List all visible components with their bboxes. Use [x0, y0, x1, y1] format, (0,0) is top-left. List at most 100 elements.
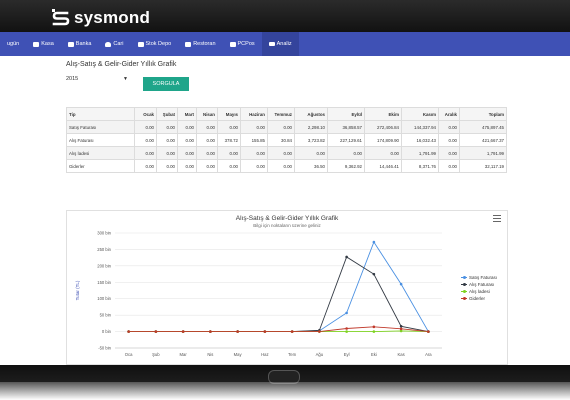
x-tick-label: Eki	[371, 352, 377, 357]
table-cell: 0.00	[438, 159, 460, 173]
table-cell: 0.00	[364, 146, 402, 160]
table-cell: 36.50	[294, 159, 328, 173]
table-header-row: Tip Ocak Şubat Mart Nisan Mayıs Haziran Temmuz A…	[66, 107, 507, 121]
nav-item-banka[interactable]: Banka	[61, 32, 99, 56]
legend-label: Alış Faturası	[469, 282, 495, 287]
table-cell: 144,337.94	[401, 120, 439, 134]
data-point	[372, 330, 376, 333]
table-cell: 0.00	[438, 146, 460, 160]
x-tick-label: Mar	[180, 352, 188, 357]
table-cell: 0.00	[438, 120, 460, 134]
x-tick-label: Eyl	[344, 352, 350, 357]
legend-item[interactable]: Satış Faturası	[461, 274, 497, 281]
legend-item[interactable]: Alış Faturası	[461, 281, 497, 288]
table-cell: 0.00	[217, 159, 241, 173]
page-title: Alış-Satış & Gelir-Gider Yıllık Grafik	[66, 61, 177, 68]
table-cell: 0.00	[134, 133, 157, 147]
table-cell: 174,809.90	[364, 133, 402, 147]
user-icon	[105, 41, 112, 47]
table-cell: 421,667.37	[459, 133, 507, 147]
data-point	[236, 330, 239, 333]
table-cell: 0.00	[217, 146, 241, 160]
data-point	[372, 240, 376, 244]
year-select[interactable]: 2015 ▼	[66, 74, 128, 84]
table-cell: 0.00	[267, 146, 295, 160]
legend-marker-icon	[461, 296, 467, 300]
table-cell: 0.00	[267, 120, 295, 134]
table-cell: 0.00	[240, 146, 268, 160]
table-cell: 0.00	[240, 159, 268, 173]
nav-item-kasa[interactable]: Kasa	[26, 32, 61, 56]
column-header: Nisan	[196, 107, 218, 121]
top-navbar: ugün Kasa Banka Cari Stok Depo Restoran …	[0, 32, 570, 56]
data-point	[399, 329, 403, 333]
table-cell: 36,858.57	[327, 120, 365, 134]
nav-item-label: Kasa	[41, 41, 54, 47]
data-point	[399, 327, 403, 331]
table-cell: Alış İadesi	[66, 146, 135, 160]
app-screen: ugün Kasa Banka Cari Stok Depo Restoran …	[0, 32, 570, 365]
data-point	[290, 330, 294, 333]
table-cell: 9,362.92	[327, 159, 365, 173]
chart-icon	[268, 42, 275, 46]
table-cell: 0.00	[134, 120, 157, 134]
nav-item-restoran[interactable]: Restoran	[178, 32, 222, 56]
table-cell: 0.00	[438, 133, 460, 147]
table-cell: Alış Faturası	[66, 133, 135, 147]
data-point	[345, 255, 348, 259]
brand-logo: sysmond	[52, 8, 150, 28]
table-cell: 3,723.82	[294, 133, 328, 147]
nav-item-stok-depo[interactable]: Stok Depo	[131, 32, 179, 56]
query-button[interactable]: SORGULA	[143, 77, 189, 91]
data-point	[427, 330, 430, 333]
table-cell: 0.00	[196, 146, 218, 160]
column-header: Temmuz	[267, 107, 295, 121]
table-cell: 30.84	[267, 133, 295, 147]
series-line	[128, 256, 429, 333]
table-cell: 0.00	[196, 159, 218, 173]
legend-marker-icon	[461, 282, 467, 286]
table-cell: 227,129.61	[327, 133, 365, 147]
table-cell: 0.00	[177, 133, 197, 147]
legend-item[interactable]: Alış İadesi	[461, 288, 497, 295]
table-cell: 0.00	[217, 120, 241, 134]
table-cell: 1,791.99	[401, 146, 439, 160]
data-point	[372, 325, 376, 329]
column-header: Mart	[177, 107, 197, 121]
column-header: Ekim	[364, 107, 402, 121]
data-point	[127, 330, 130, 333]
pos-icon	[229, 41, 236, 47]
legend-marker-icon	[461, 275, 467, 279]
data-point	[345, 330, 348, 333]
table-cell: 0.00	[156, 120, 178, 134]
nav-item-bugun[interactable]: ugün	[0, 32, 26, 56]
nav-item-analiz[interactable]: Analiz	[261, 32, 299, 56]
chart-subtitle: Bilgi için noktaların üzerine geliniz	[253, 223, 321, 228]
column-header: Eylül	[327, 107, 365, 121]
x-tick-label: Haz	[261, 352, 268, 357]
nav-item-label: Restoran	[193, 41, 216, 47]
table-cell: 0.00	[196, 120, 218, 134]
series-line	[128, 241, 429, 333]
nav-item-pcpos[interactable]: PCPos	[223, 32, 262, 56]
series-line	[128, 326, 429, 333]
table-cell: 16,032.43	[401, 133, 439, 147]
nav-item-cari[interactable]: Cari	[98, 32, 130, 56]
legend-marker-icon	[461, 289, 467, 293]
column-header: Mayıs	[217, 107, 241, 121]
floor-reflection	[0, 382, 570, 400]
hamburger-menu-icon[interactable]	[493, 215, 501, 222]
table-cell: 0.00	[294, 146, 328, 160]
data-point	[209, 330, 212, 333]
brand-name: sysmond	[74, 8, 151, 27]
y-tick-label: 50 bin	[100, 313, 112, 318]
line-chart: -50 bin 0 bin 50 bin 100 bin 150 bin 200 bin 2…	[75, 231, 442, 357]
legend-item[interactable]: Giderler	[461, 295, 497, 302]
table-row: Satış Faturası 0.00 0.00 0.00 0.00 0.00 0.00 0.…	[66, 120, 507, 134]
column-header: Ocak	[134, 107, 157, 121]
y-tick-label: -50 bin	[98, 346, 111, 351]
data-point	[154, 330, 158, 333]
table-cell: 0.00	[134, 159, 157, 173]
year-select-value: 2015	[66, 76, 79, 82]
